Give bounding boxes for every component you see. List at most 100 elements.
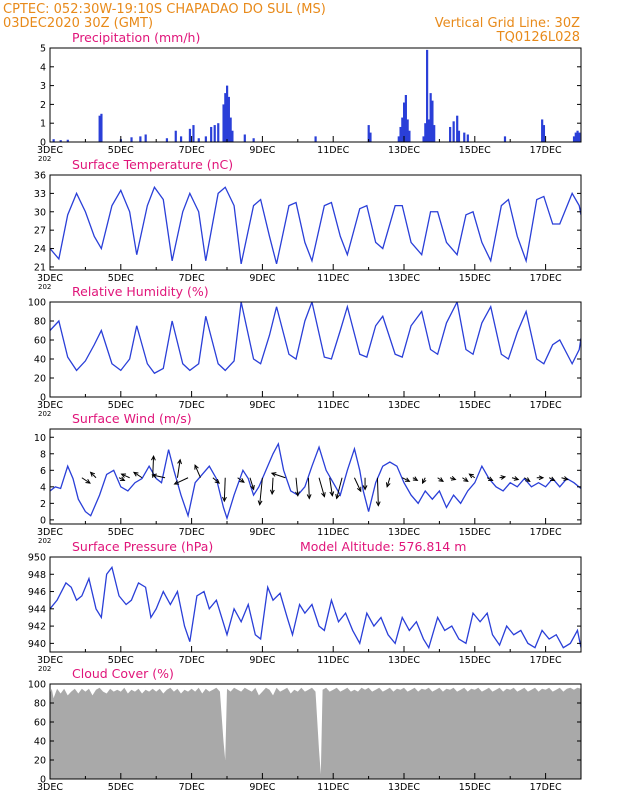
x-tick-label: 15DEC (459, 400, 491, 411)
wind-vector-head (150, 454, 156, 461)
wind-vector (386, 477, 391, 487)
y-tick-label: 942 (28, 622, 46, 633)
precip-bar (210, 126, 213, 142)
y-tick-label: 8 (40, 449, 46, 460)
precip-bar (431, 100, 434, 142)
precip-bar (463, 132, 466, 142)
wind-vector-head (295, 491, 300, 497)
precip-bar (130, 137, 133, 142)
x-tick-label: 5DEC (108, 400, 134, 411)
x-tick-label: 13DEC (388, 527, 420, 538)
wind-vector (271, 472, 286, 479)
wind-vector (271, 477, 274, 494)
wind-vector-head (563, 476, 569, 481)
precip-bar (243, 134, 246, 142)
wind-vector (223, 477, 226, 502)
wind-vector (121, 473, 130, 479)
x-tick-label: 13DEC (388, 145, 420, 156)
wind-vector (318, 477, 325, 497)
y-tick-label: 20 (34, 756, 46, 767)
precip-bar (59, 140, 62, 142)
x-tick-label: 15DEC (459, 782, 491, 793)
x-tick-label: 17DEC (530, 527, 562, 538)
x-tick-label: 7DEC (179, 527, 205, 538)
wind-vector-head (375, 501, 381, 507)
wind-vector-head (151, 473, 157, 479)
x-tick-label: 17DEC (530, 782, 562, 793)
precip-bar (422, 136, 425, 142)
x-tick-label: 5DEC (108, 273, 134, 284)
y-tick-label: 1 (40, 119, 46, 130)
x-tick-label: 9DEC (249, 145, 275, 156)
wind-vector (133, 471, 143, 479)
y-tick-label: 30 (34, 207, 46, 218)
temp-series-line (50, 185, 581, 265)
wind-vector (152, 456, 155, 478)
precip-bar (426, 49, 429, 142)
wind-vector-head (412, 476, 419, 482)
wind-vector (376, 477, 379, 506)
precip-bar (401, 117, 404, 142)
wind-vector-head (132, 471, 139, 477)
pressure-panel: Surface Pressure (hPa) Model Altitude: 57… (28, 539, 582, 673)
y-tick-label: 36 (34, 171, 46, 182)
wind-vector-head (385, 482, 391, 488)
plot-frame (49, 301, 582, 398)
x-tick-label: 3DEC (37, 400, 63, 411)
wind-vector-head (335, 493, 340, 500)
precip-bar (188, 128, 192, 142)
y-tick-label: 80 (34, 317, 46, 328)
x-tick-label: 13DEC (388, 782, 420, 793)
x-tick-label: 7DEC (179, 400, 205, 411)
y-tick-label: 946 (28, 587, 46, 598)
x-tick-label: 9DEC (249, 527, 275, 538)
precip-bar (424, 123, 427, 142)
precip-bar (572, 136, 576, 142)
wind-vector-head (250, 484, 255, 491)
y-tick-label: 4 (40, 62, 46, 73)
panel-title: Cloud Cover (%) (72, 666, 174, 681)
x-tick-label: 3DEC (37, 145, 63, 156)
precip-bar (466, 134, 469, 142)
x-year-label: 202 (38, 665, 51, 673)
x-tick-label: 9DEC (249, 400, 275, 411)
y-tick-label: 10 (34, 433, 46, 444)
x-tick-label: 17DEC (530, 655, 562, 666)
x-tick-label: 9DEC (249, 655, 275, 666)
x-tick-label: 5DEC (108, 145, 134, 156)
wind-vector-head (463, 477, 469, 482)
x-tick-label: 7DEC (179, 782, 205, 793)
x-tick-label: 17DEC (530, 400, 562, 411)
wind-vector (295, 477, 299, 496)
precip-bar (369, 132, 372, 142)
x-tick-label: 13DEC (388, 655, 420, 666)
wind-vector-head (85, 479, 91, 484)
plot-frame (49, 428, 582, 525)
wind-vector (194, 464, 201, 478)
y-tick-label: 0 (40, 515, 46, 526)
panel-title: Surface Wind (m/s) (72, 411, 192, 426)
y-tick-label: 40 (34, 737, 46, 748)
wind-vector-head (538, 475, 545, 481)
x-tick-label: 3DEC (37, 655, 63, 666)
precip-bar (224, 93, 227, 142)
wind-vector-head (362, 485, 368, 491)
x-tick-label: 5DEC (108, 655, 134, 666)
precip-bar (227, 96, 230, 142)
x-tick-label: 9DEC (249, 273, 275, 284)
wind-vector (402, 477, 410, 482)
x-tick-label: 17DEC (530, 273, 562, 284)
precip-bar (427, 119, 430, 142)
temperature-panel: Surface Temperature (nC) 21 24 27 30 33 36 3DEC… (34, 157, 582, 291)
y-tick-label: 3 (40, 81, 46, 92)
x-tick-label: 11DEC (317, 527, 349, 538)
precip-bar (213, 125, 216, 142)
precip-bar (404, 95, 407, 142)
wind-vector-head (270, 472, 277, 477)
x-tick-label: 11DEC (317, 273, 349, 284)
x-tick-label: 5DEC (108, 527, 134, 538)
precip-bar (222, 104, 225, 142)
y-tick-label: 944 (28, 604, 46, 615)
precip-bar (98, 115, 101, 142)
